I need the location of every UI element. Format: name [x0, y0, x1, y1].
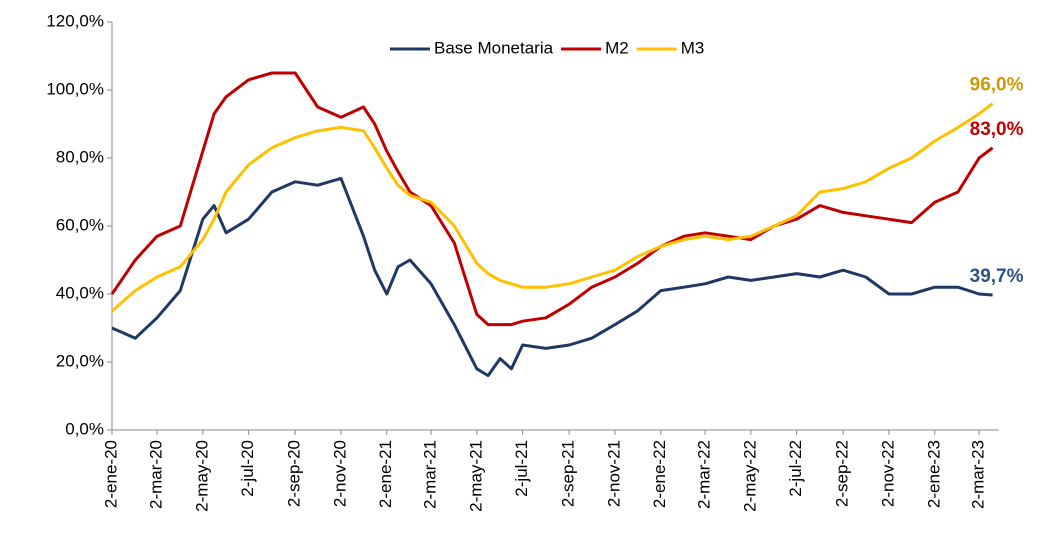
y-tick-label: 40,0%: [56, 283, 104, 302]
y-tick-label: 0,0%: [65, 419, 104, 438]
x-tick-label: 2-sep-21: [559, 440, 578, 507]
y-tick-label: 100,0%: [46, 79, 104, 98]
x-tick-label: 2-sep-22: [833, 440, 852, 507]
x-tick-label: 2-jul-21: [512, 440, 531, 497]
series-line: [111, 102, 994, 313]
x-tick-label: 2-ene-20: [101, 440, 120, 508]
y-tick-label: 120,0%: [46, 11, 104, 30]
x-tick-label: 2-mar-20: [147, 440, 166, 509]
x-tick-label: 2-may-22: [740, 440, 759, 512]
x-tick-label: 2-nov-21: [604, 440, 623, 507]
x-tick-label: 2-jul-22: [786, 440, 805, 497]
x-tick-label: 2-may-20: [192, 440, 211, 512]
end-label: 39,7%: [970, 266, 1024, 287]
legend-label: Base Monetaria: [434, 38, 554, 57]
legend-label: M3: [681, 38, 705, 57]
x-tick-label: 2-may-21: [466, 440, 485, 512]
end-label: 83,0%: [970, 119, 1024, 140]
x-tick-label: 2-mar-23: [969, 440, 988, 509]
series-line: [111, 176, 993, 378]
y-tick-label: 80,0%: [56, 147, 104, 166]
x-tick-label: 2-ene-21: [376, 440, 395, 508]
x-tick-label: 2-mar-22: [695, 440, 714, 509]
y-tick-label: 60,0%: [56, 215, 104, 234]
x-tick-label: 2-nov-22: [878, 440, 897, 507]
legend-label: M2: [605, 38, 629, 57]
x-tick-label: 2-sep-20: [285, 440, 304, 507]
x-tick-label: 2-ene-23: [924, 440, 943, 508]
series-line: [110, 71, 994, 327]
x-tick-label: 2-jul-20: [238, 440, 257, 497]
y-tick-label: 20,0%: [56, 351, 104, 370]
legend: Base Monetaria M2 M3: [390, 38, 704, 57]
end-label: 96,0%: [970, 75, 1024, 96]
x-tick-label: 2-mar-21: [421, 440, 440, 509]
x-tick-label: 2-ene-22: [650, 440, 669, 508]
x-tick-label: 2-nov-20: [330, 440, 349, 507]
